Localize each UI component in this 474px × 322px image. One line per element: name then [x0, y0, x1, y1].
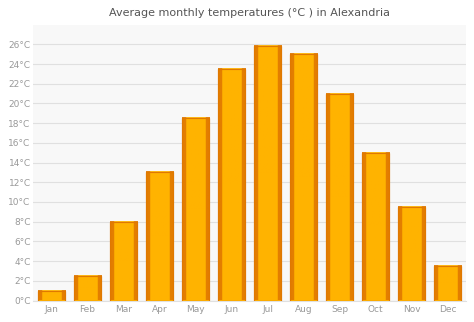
Bar — [218, 69, 245, 300]
Bar — [434, 266, 461, 300]
Bar — [362, 153, 389, 300]
Title: Average monthly temperatures (°C ) in Alexandria: Average monthly temperatures (°C ) in Al… — [109, 8, 390, 18]
Bar — [38, 291, 65, 300]
Bar — [38, 291, 65, 300]
Bar — [326, 94, 353, 300]
Bar — [290, 54, 317, 300]
Bar — [182, 118, 209, 300]
Bar — [146, 173, 173, 300]
Bar — [434, 266, 461, 300]
Bar — [398, 207, 425, 300]
Bar — [74, 276, 101, 300]
Bar — [326, 94, 353, 300]
Bar — [398, 207, 425, 300]
Bar — [110, 222, 137, 300]
Bar — [218, 69, 245, 300]
Bar — [254, 46, 281, 300]
Bar — [110, 222, 137, 300]
Bar — [362, 153, 389, 300]
Bar — [290, 54, 317, 300]
Bar — [254, 46, 281, 300]
Bar — [74, 276, 101, 300]
Bar — [146, 173, 173, 300]
Bar — [182, 118, 209, 300]
